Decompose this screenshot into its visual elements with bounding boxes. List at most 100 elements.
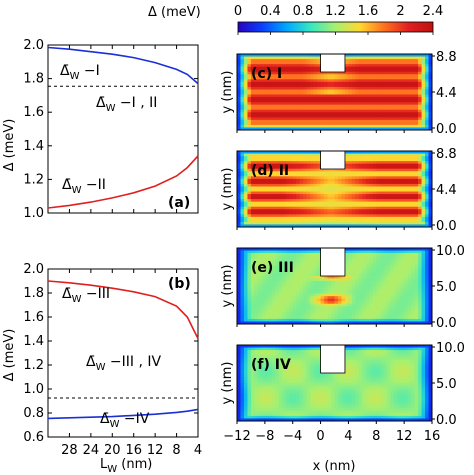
heatmap-cell bbox=[250, 94, 255, 98]
heatmap-cell bbox=[306, 291, 311, 294]
heatmap-cell bbox=[418, 268, 422, 272]
heatmap-cell bbox=[358, 156, 363, 159]
heatmap-cell bbox=[320, 86, 325, 90]
heatmap-cell bbox=[369, 199, 374, 203]
heatmap-cell bbox=[310, 69, 315, 73]
heatmap-cell bbox=[372, 214, 377, 218]
heatmap-cell bbox=[243, 224, 248, 227]
heatmap-cell bbox=[372, 263, 377, 267]
heatmap-cell bbox=[428, 56, 432, 60]
heatmap-cell bbox=[414, 97, 419, 100]
heatmap-cell bbox=[303, 112, 308, 116]
heatmap-cell bbox=[397, 288, 402, 292]
heatmap-cell bbox=[397, 253, 402, 256]
heatmap-cell bbox=[407, 273, 412, 277]
heatmap-cell bbox=[400, 76, 405, 80]
heatmap-cell bbox=[313, 86, 318, 90]
heatmap-cell bbox=[372, 61, 377, 65]
heatmap-cell bbox=[421, 293, 426, 297]
heatmap-cell bbox=[237, 303, 241, 307]
heatmap-cell bbox=[351, 301, 356, 305]
heatmap-cell bbox=[306, 278, 311, 282]
heatmap-cell bbox=[386, 166, 391, 170]
heatmap-cell bbox=[264, 64, 269, 68]
heatmap-cell bbox=[418, 69, 422, 73]
heatmap-cell bbox=[299, 201, 304, 205]
heatmap-cell bbox=[313, 204, 318, 208]
heatmap-cell bbox=[299, 127, 304, 130]
heatmap-cell bbox=[400, 275, 405, 279]
heatmap-cell bbox=[261, 107, 266, 111]
heatmap-cell bbox=[317, 89, 321, 93]
heatmap-cell bbox=[271, 308, 276, 312]
heatmap-cell bbox=[358, 214, 363, 218]
heatmap-cell bbox=[414, 288, 419, 292]
heatmap-cell bbox=[261, 265, 266, 269]
heatmap-cell bbox=[254, 92, 259, 95]
panel-a-lines bbox=[47, 46, 199, 209]
heatmap-cell bbox=[348, 92, 353, 95]
heatmap-cell bbox=[285, 168, 290, 172]
heatmap-cell bbox=[257, 250, 262, 254]
heatmap-cell bbox=[247, 94, 252, 98]
heatmap-cell bbox=[428, 161, 432, 165]
heatmap-cell bbox=[317, 209, 321, 213]
heatmap-cell bbox=[292, 298, 297, 302]
heatmap-cell bbox=[250, 258, 255, 262]
heatmap-cell bbox=[275, 288, 280, 292]
heatmap-cell bbox=[240, 291, 245, 294]
heatmap-cell bbox=[289, 114, 294, 118]
heatmap-cell bbox=[237, 163, 241, 167]
heatmap-cell bbox=[351, 250, 356, 254]
heatmap-cell bbox=[334, 112, 339, 116]
heatmap-cell bbox=[376, 194, 381, 197]
heatmap-cell bbox=[351, 216, 356, 220]
heatmap-cell bbox=[383, 211, 388, 215]
heatmap-cell bbox=[404, 81, 409, 85]
heatmap-cell bbox=[313, 166, 318, 170]
heatmap-cell bbox=[310, 97, 315, 100]
heatmap-cell bbox=[355, 97, 360, 100]
heatmap-cell bbox=[400, 286, 405, 289]
heatmap-cell bbox=[425, 250, 429, 254]
heatmap-cell bbox=[247, 296, 252, 300]
heatmap-cell bbox=[275, 221, 280, 225]
heatmap-cell bbox=[296, 76, 301, 80]
heatmap-cell bbox=[372, 122, 377, 126]
heatmap-cell bbox=[261, 311, 266, 315]
heatmap-cell bbox=[411, 298, 415, 302]
heatmap-cell bbox=[250, 265, 255, 269]
heatmap-cell bbox=[383, 112, 388, 116]
heatmap-cell bbox=[306, 219, 311, 223]
heatmap-cell bbox=[327, 178, 332, 182]
heatmap-cell bbox=[365, 191, 370, 195]
heatmap-cell bbox=[376, 186, 381, 190]
heatmap-cell bbox=[355, 219, 360, 223]
heatmap-cell bbox=[411, 288, 415, 292]
heatmap-cell bbox=[372, 306, 377, 310]
heatmap-cell bbox=[254, 171, 259, 175]
heatmap-cell bbox=[289, 102, 294, 106]
heatmap-cell bbox=[351, 273, 356, 277]
heatmap-cell bbox=[313, 71, 318, 75]
heatmap-cell bbox=[250, 183, 255, 187]
heatmap-cell bbox=[390, 158, 395, 162]
heatmap-cell bbox=[324, 76, 328, 80]
heatmap-cell bbox=[362, 107, 367, 111]
heatmap-cell bbox=[257, 176, 262, 180]
heatmap-cell bbox=[324, 301, 328, 305]
heatmap-cell bbox=[362, 224, 367, 227]
heatmap-cell bbox=[414, 64, 419, 68]
heatmap-cell bbox=[310, 79, 315, 83]
heatmap-cell bbox=[393, 79, 398, 83]
heatmap-cell bbox=[365, 270, 370, 274]
heatmap-cell bbox=[331, 206, 335, 210]
heatmap-cell bbox=[261, 104, 266, 108]
heatmap-cell bbox=[341, 114, 346, 118]
heatmap-cell bbox=[386, 250, 391, 254]
heatmap-cell bbox=[348, 112, 353, 116]
heatmap-cell bbox=[404, 283, 409, 287]
heatmap-cell bbox=[351, 69, 356, 73]
heatmap-cell bbox=[310, 211, 315, 215]
heatmap-cell bbox=[303, 278, 308, 282]
